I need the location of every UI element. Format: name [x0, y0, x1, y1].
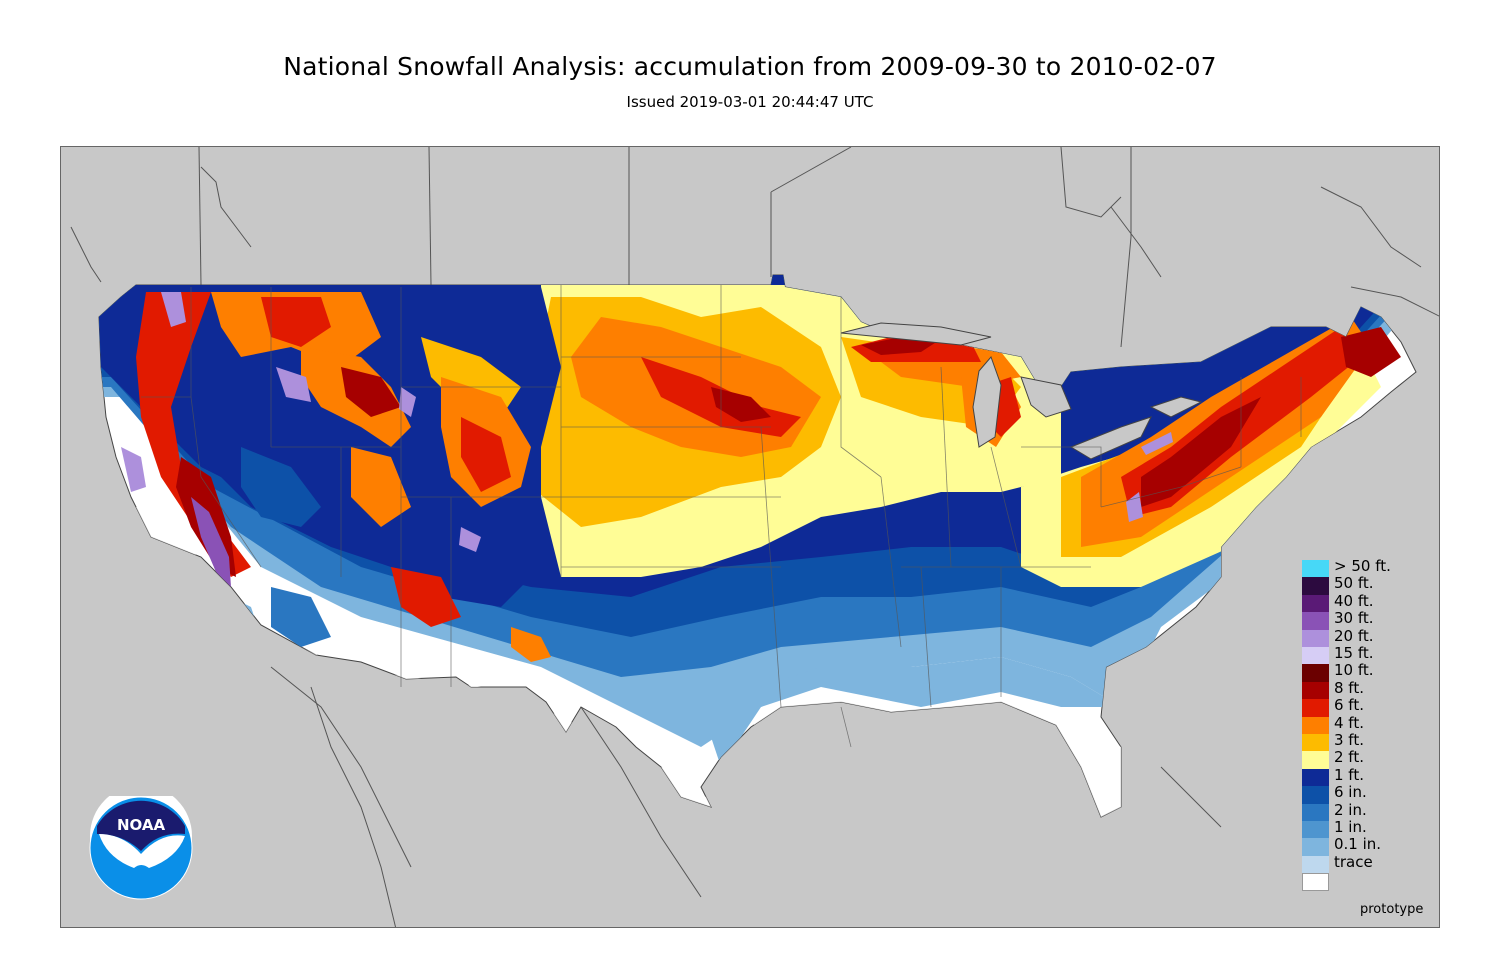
noaa-logo-text: NOAA — [117, 816, 166, 834]
legend-row: 1 ft. — [1302, 765, 1422, 787]
legend-row: 40 ft. — [1302, 591, 1422, 613]
legend-row: 10 ft. — [1302, 661, 1422, 682]
legend-swatch — [1302, 647, 1329, 665]
legend-label: 50 ft. — [1334, 574, 1374, 593]
legend-row — [1302, 873, 1422, 891]
legend-swatch — [1302, 681, 1329, 700]
map-title: National Snowfall Analysis: accumulation… — [283, 52, 1217, 81]
great-lakes — [840, 322, 1203, 460]
legend-label: 1 in. — [1334, 818, 1367, 836]
legend-label: 4 ft. — [1334, 713, 1364, 732]
state-boundaries — [141, 285, 1302, 748]
legend-row: trace — [1302, 852, 1422, 874]
legend-row: 4 ft. — [1302, 713, 1422, 734]
legend-row: 2 in. — [1302, 800, 1422, 821]
legend-label: 3 ft. — [1334, 731, 1364, 749]
legend-swatch — [1302, 768, 1329, 787]
legend-swatch — [1302, 664, 1329, 682]
legend-row: 1 in. — [1302, 818, 1422, 839]
legend-row: 6 ft. — [1302, 696, 1422, 717]
noaa-logo: NOAA — [89, 796, 193, 900]
legend-swatch — [1302, 560, 1329, 578]
legend-row: > 50 ft. — [1302, 557, 1422, 578]
legend-label: 2 in. — [1334, 800, 1367, 819]
legend-swatch — [1302, 629, 1329, 647]
legend-swatch — [1302, 699, 1329, 717]
legend-swatch — [1302, 786, 1329, 804]
legend-swatch — [1302, 577, 1329, 595]
legend-row: 2 ft. — [1302, 748, 1422, 769]
legend-label: 1 ft. — [1334, 765, 1364, 784]
legend-label: trace — [1334, 852, 1373, 871]
legend-swatch — [1302, 734, 1329, 752]
legend-label: 6 ft. — [1334, 696, 1364, 715]
legend-swatch — [1302, 803, 1329, 821]
legend-swatch — [1302, 855, 1329, 874]
legend-swatch — [1302, 594, 1329, 613]
legend-label: 40 ft. — [1334, 591, 1374, 610]
map-canvas — [70, 147, 1439, 927]
legend-swatch — [1302, 838, 1329, 856]
legend-row: 6 in. — [1302, 783, 1422, 804]
legend-label: 6 in. — [1334, 783, 1367, 802]
legend-label: 0.1 in. — [1334, 835, 1382, 854]
legend-row: 0.1 in. — [1302, 835, 1422, 856]
legend-swatch — [1302, 873, 1329, 891]
legend-label: 2 ft. — [1334, 748, 1364, 767]
background-boundaries — [70, 147, 1439, 927]
legend-row: 3 ft. — [1302, 731, 1422, 752]
issued-timestamp: Issued 2019-03-01 20:44:47 UTC — [626, 93, 874, 111]
legend-label: 10 ft. — [1334, 661, 1374, 680]
legend-label: 8 ft. — [1334, 678, 1364, 697]
legend-label: 20 ft. — [1334, 626, 1374, 645]
legend-label: 15 ft. — [1334, 644, 1374, 662]
snowfall-map — [60, 146, 1440, 928]
legend-swatch — [1302, 612, 1329, 630]
legend-swatch — [1302, 716, 1329, 734]
legend-swatch — [1302, 821, 1329, 839]
legend-swatch — [1302, 751, 1329, 769]
prototype-label: prototype — [1360, 902, 1424, 917]
legend-label: 30 ft. — [1334, 609, 1374, 628]
legend-row: 8 ft. — [1302, 678, 1422, 700]
legend-row: 15 ft. — [1302, 644, 1422, 665]
legend-row: 20 ft. — [1302, 626, 1422, 647]
legend-row: 30 ft. — [1302, 609, 1422, 630]
legend-row: 50 ft. — [1302, 574, 1422, 595]
legend-label: > 50 ft. — [1334, 557, 1391, 575]
